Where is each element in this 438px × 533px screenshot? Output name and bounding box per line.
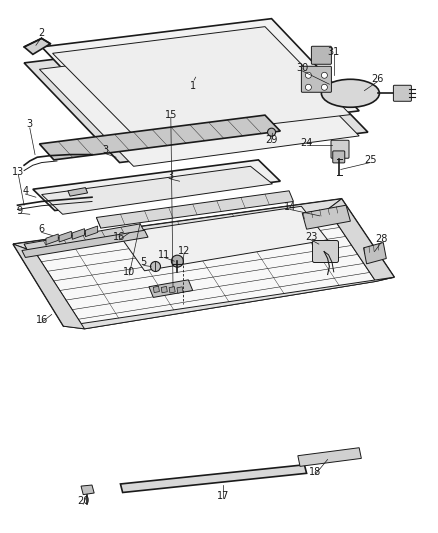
Polygon shape	[72, 229, 85, 239]
Text: 3: 3	[27, 119, 33, 128]
Text: 15: 15	[165, 110, 177, 119]
FancyBboxPatch shape	[333, 151, 345, 163]
Polygon shape	[149, 280, 193, 297]
Text: 14: 14	[284, 202, 296, 212]
Text: 29: 29	[265, 135, 278, 144]
Text: 2: 2	[39, 28, 45, 38]
Text: 11: 11	[158, 250, 170, 260]
Polygon shape	[42, 19, 359, 139]
FancyBboxPatch shape	[311, 46, 332, 64]
Circle shape	[321, 72, 327, 78]
Text: 3: 3	[102, 146, 108, 155]
Polygon shape	[364, 243, 386, 264]
Polygon shape	[120, 465, 307, 492]
Circle shape	[305, 72, 311, 78]
Text: 12: 12	[178, 246, 190, 255]
Text: 16: 16	[35, 315, 48, 325]
Text: 25: 25	[364, 155, 376, 165]
Polygon shape	[96, 191, 293, 228]
Polygon shape	[153, 286, 159, 293]
Polygon shape	[302, 205, 350, 229]
Polygon shape	[22, 230, 148, 257]
Text: 9: 9	[17, 206, 23, 215]
Polygon shape	[64, 277, 394, 329]
Polygon shape	[81, 485, 94, 495]
Text: 13: 13	[12, 167, 25, 176]
FancyBboxPatch shape	[312, 240, 339, 263]
Text: 10: 10	[123, 267, 135, 277]
Polygon shape	[328, 199, 394, 281]
Circle shape	[151, 262, 160, 271]
Text: 20: 20	[77, 496, 89, 506]
FancyBboxPatch shape	[331, 140, 349, 158]
Polygon shape	[68, 188, 88, 196]
Text: 17: 17	[217, 491, 230, 500]
Text: 6: 6	[39, 224, 45, 234]
FancyBboxPatch shape	[393, 85, 411, 101]
Polygon shape	[298, 448, 361, 466]
Polygon shape	[39, 41, 359, 166]
Polygon shape	[13, 244, 85, 329]
Polygon shape	[24, 38, 50, 54]
Text: 30: 30	[296, 63, 308, 73]
Polygon shape	[46, 234, 58, 245]
Text: 3: 3	[168, 171, 174, 181]
Text: 24: 24	[300, 138, 313, 148]
Polygon shape	[169, 287, 175, 293]
Polygon shape	[39, 115, 280, 160]
Circle shape	[171, 255, 184, 267]
Polygon shape	[42, 166, 272, 214]
Polygon shape	[24, 224, 145, 252]
Polygon shape	[177, 287, 183, 293]
Text: 26: 26	[371, 74, 384, 84]
Polygon shape	[13, 199, 342, 252]
Polygon shape	[161, 286, 167, 293]
Polygon shape	[53, 27, 350, 140]
Text: 1: 1	[190, 82, 196, 91]
Circle shape	[268, 128, 276, 136]
Polygon shape	[13, 199, 394, 326]
Polygon shape	[35, 209, 376, 329]
FancyBboxPatch shape	[301, 66, 332, 92]
Circle shape	[321, 84, 327, 90]
Text: 4: 4	[22, 186, 28, 196]
Polygon shape	[33, 160, 280, 211]
Text: 16: 16	[113, 232, 125, 242]
Circle shape	[305, 84, 311, 90]
Text: 23: 23	[305, 232, 317, 242]
Text: 5: 5	[141, 257, 147, 267]
Text: 31: 31	[328, 47, 340, 57]
Polygon shape	[118, 206, 328, 271]
Text: 18: 18	[309, 467, 321, 477]
Polygon shape	[59, 231, 71, 242]
Polygon shape	[24, 33, 368, 163]
Polygon shape	[85, 226, 98, 237]
Text: 28: 28	[376, 234, 388, 244]
Ellipse shape	[321, 79, 379, 107]
